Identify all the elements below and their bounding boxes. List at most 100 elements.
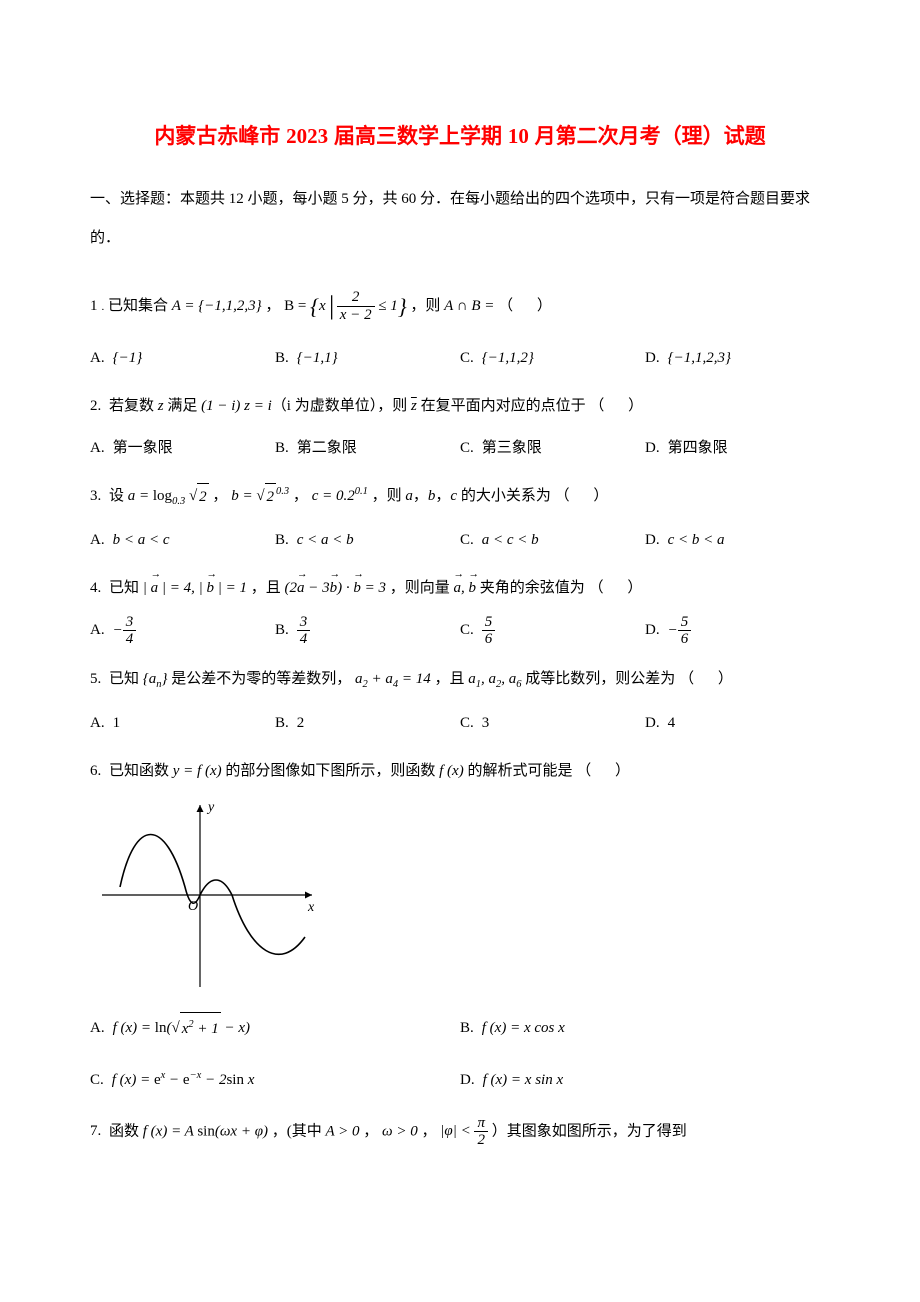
opt-label: A.: [90, 614, 105, 647]
title-month: 10: [508, 124, 529, 148]
q-math: f (x) = A sin(ωx + φ): [143, 1123, 268, 1139]
question-6: 6. 已知函数 y = f (x) 的部分图像如下图所示，则函数 f (x) 的…: [90, 758, 830, 785]
q-number: 7.: [90, 1123, 101, 1139]
option-d: D. −56: [645, 614, 830, 648]
q-math: |φ| < π2: [440, 1123, 488, 1139]
option-d: D.4: [645, 707, 830, 740]
option-b: B.c < a < b: [275, 524, 460, 557]
opt-text: {−1,1,2,3}: [668, 342, 731, 375]
opt-text: a < c < b: [482, 524, 539, 557]
instr-text: 一、选择题：本题共: [90, 191, 229, 207]
opt-label: B.: [275, 432, 289, 465]
q-text: （i 为虚数单位），则: [272, 398, 411, 414]
opt-label: A.: [90, 342, 105, 375]
option-a: A.{−1}: [90, 342, 275, 375]
q-text: ，: [293, 488, 308, 504]
opt-label: D.: [645, 614, 660, 647]
q-set-b: B = {x|2x − 2 ≤ 1}: [284, 298, 406, 314]
opt-text: 34: [297, 614, 311, 648]
option-a: A. −34: [90, 614, 275, 648]
q-text: 已知集合: [108, 298, 172, 314]
opt-text: 第三象限: [482, 432, 542, 465]
opt-text: {−1,1,2}: [482, 342, 534, 375]
option-a: A.1: [90, 707, 275, 740]
option-d: D.f (x) = x sin x: [460, 1064, 830, 1097]
opt-label: B.: [275, 524, 289, 557]
opt-label: D.: [645, 707, 660, 740]
answer-blank: （ ）: [555, 488, 619, 504]
opt-label: B.: [275, 342, 289, 375]
opt-text: 1: [113, 707, 121, 740]
q-text: 的解析式可能是: [467, 763, 572, 779]
q-text: ）其图象如图所示，为了得到: [492, 1123, 687, 1139]
q6-options-row1: A.f (x) = ln(√x2 + 1 − x) B.f (x) = x co…: [90, 1012, 830, 1046]
q-math: a1, a2, a6: [468, 671, 521, 687]
option-d: D.{−1,1,2,3}: [645, 342, 830, 375]
q-text: ，且: [435, 671, 469, 687]
opt-label: D.: [645, 342, 660, 375]
opt-text: 第一象限: [113, 432, 173, 465]
q-text: 的大小关系为: [457, 488, 551, 504]
question-1: 1. 已知集合 A = {−1,1,2,3} ， B = {x|2x − 2 ≤…: [90, 283, 830, 330]
opt-label: A.: [90, 707, 105, 740]
q-text: ，: [422, 1123, 437, 1139]
opt-text: −34: [113, 614, 137, 648]
instr-text: 小题，每小题: [244, 191, 342, 207]
opt-label: D.: [645, 432, 660, 465]
q1-options: A.{−1} B.{−1,1} C.{−1,1,2} D.{−1,1,2,3}: [90, 342, 830, 375]
q-math: A = {−1,1,2,3}: [172, 298, 262, 314]
option-a: A.第一象限: [90, 432, 275, 465]
q-text: 已知函数: [109, 763, 173, 779]
option-a: A.b < a < c: [90, 524, 275, 557]
option-d: D.第四象限: [645, 432, 830, 465]
q-math: f (x): [439, 763, 464, 779]
function-graph: y x O: [90, 797, 830, 997]
opt-label: C.: [460, 342, 474, 375]
q-text: 设: [109, 488, 128, 504]
q-text: ，则: [372, 488, 406, 504]
title-year: 2023: [286, 124, 328, 148]
q-number: 2.: [90, 398, 101, 414]
q-text: ，且: [251, 580, 285, 596]
option-c: C.第三象限: [460, 432, 645, 465]
q-text: 成等比数列，则公差为: [525, 671, 675, 687]
title-prefix: 内蒙古赤峰市: [154, 125, 286, 148]
opt-label: C.: [90, 1064, 104, 1097]
opt-label: D.: [460, 1064, 475, 1097]
q-math: c = 0.20.1: [312, 488, 368, 504]
opt-text: 56: [482, 614, 496, 648]
q-text: 函数: [109, 1123, 143, 1139]
q-text: 若复数: [109, 398, 158, 414]
answer-blank: （ ）: [679, 671, 743, 687]
origin-label: O: [188, 899, 198, 914]
q-number: 5.: [90, 671, 101, 687]
opt-text: 2: [297, 707, 305, 740]
question-5: 5. 已知 {an} 是公差不为零的等差数列， a2 + a4 = 14 ，且 …: [90, 666, 830, 695]
question-3: 3. 设 a = log0.3 √2 ， b = √20.3 ， c = 0.2…: [90, 483, 830, 512]
q-text: ，则向量: [390, 580, 454, 596]
opt-label: C.: [460, 524, 474, 557]
q-text: ，: [435, 488, 450, 504]
option-c: C.56: [460, 614, 645, 648]
option-c: C.a < c < b: [460, 524, 645, 557]
q-text: 是公差不为零的等差数列，: [171, 671, 351, 687]
option-c: C.3: [460, 707, 645, 740]
q-text: ，(其中: [272, 1123, 326, 1139]
option-a: A.f (x) = ln(√x2 + 1 − x): [90, 1012, 460, 1046]
y-label: y: [206, 800, 215, 815]
opt-text: −56: [668, 614, 692, 648]
q-math: a = log0.3 √2: [128, 488, 209, 504]
q-math: ω > 0: [382, 1123, 418, 1139]
opt-label: C.: [460, 707, 474, 740]
q-text: 夹角的余弦值为: [480, 580, 585, 596]
q-text: 满足: [164, 398, 202, 414]
opt-label: B.: [460, 1012, 474, 1045]
option-c: C.{−1,1,2}: [460, 342, 645, 375]
q-number: 4.: [90, 580, 101, 596]
opt-text: 3: [482, 707, 490, 740]
option-b: B.{−1,1}: [275, 342, 460, 375]
q4-options: A.−34 B.34 C.56 D.−56: [90, 614, 830, 648]
opt-text: c < b < a: [668, 524, 725, 557]
q2-options: A.第一象限 B.第二象限 C.第三象限 D.第四象限: [90, 432, 830, 465]
q-number: 3.: [90, 488, 101, 504]
